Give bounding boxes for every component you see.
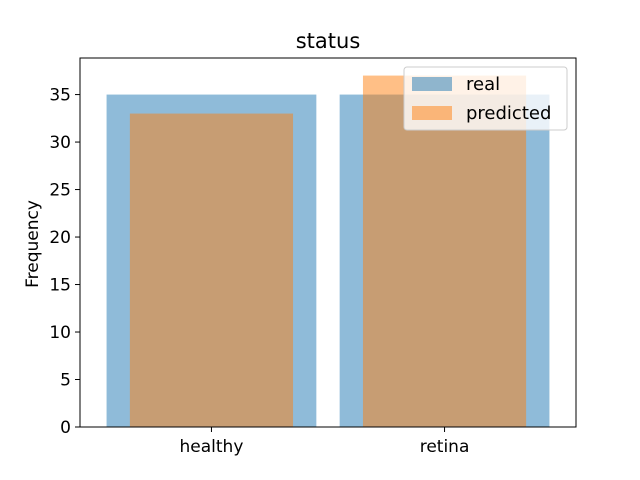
chart-title: status bbox=[296, 29, 361, 53]
plot-frame bbox=[79, 57, 577, 428]
y-tick-label: 15 bbox=[49, 276, 71, 296]
x-tick-label: retina bbox=[420, 437, 470, 457]
legend: real predicted bbox=[403, 66, 568, 131]
y-tick-label: 0 bbox=[60, 418, 71, 438]
legend-swatch-real bbox=[412, 77, 452, 91]
legend-label-real: real bbox=[466, 74, 500, 95]
legend-swatch-predicted bbox=[412, 106, 452, 120]
bar-predicted-retina bbox=[362, 75, 527, 428]
y-tick-label: 5 bbox=[60, 371, 71, 391]
bars-layer bbox=[106, 75, 550, 428]
axes-layer: 0 5 10 15 20 25 30 35 healthy retina bbox=[49, 57, 577, 457]
y-tick-label: 30 bbox=[49, 133, 71, 153]
x-tick-label: healthy bbox=[180, 437, 244, 457]
y-tick-label: 20 bbox=[49, 228, 71, 248]
y-axis-label: Frequency bbox=[23, 200, 43, 288]
y-tick-label: 10 bbox=[49, 323, 71, 343]
y-tick-label: 25 bbox=[49, 181, 71, 201]
bar-predicted-healthy bbox=[129, 113, 294, 427]
legend-label-predicted: predicted bbox=[466, 103, 551, 124]
y-tick-label: 35 bbox=[49, 86, 71, 106]
